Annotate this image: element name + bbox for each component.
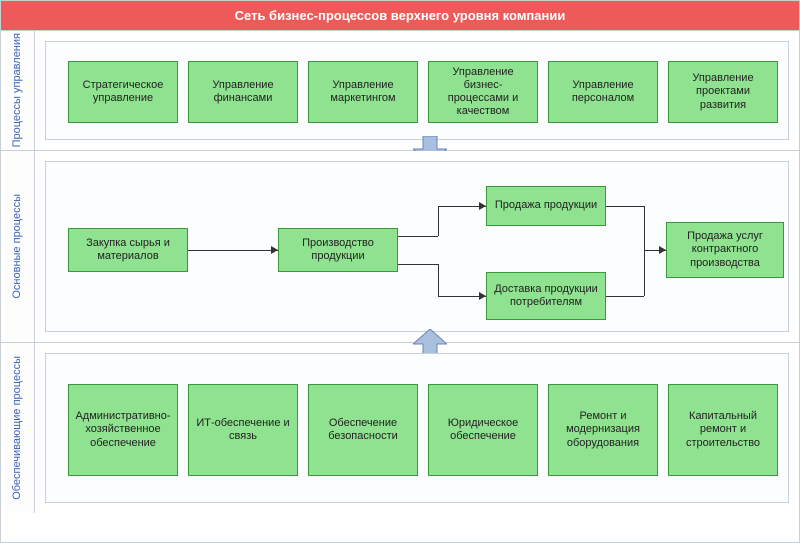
arrowhead-n5-icon (659, 246, 666, 254)
arrowhead-n3-icon (479, 202, 486, 210)
box-equip-repair: Ремонт и модернизация оборудования (548, 384, 658, 476)
box-bp-quality-mgmt: Управление бизнес-процессами и качеством (428, 61, 538, 123)
row-label-core: Основные процессы (1, 151, 35, 343)
panel-management: Стратегическое управление Управление фин… (45, 41, 789, 140)
box-marketing-mgmt: Управление маркетингом (308, 61, 418, 123)
diagram-title: Сеть бизнес-процессов верхнего уровня ко… (1, 1, 799, 31)
panel-core: Закупка сырья и материалов Производство … (45, 161, 789, 332)
box-sales: Продажа продукции (486, 186, 606, 226)
box-legal: Юридическое обеспечение (428, 384, 538, 476)
edge-n3-out (606, 206, 644, 207)
row-label-support: Обеспечивающие процессы (1, 343, 35, 513)
box-delivery: Доставка продукции потребителям (486, 272, 606, 320)
box-security: Обеспечение безопасности (308, 384, 418, 476)
edge-v-up (438, 206, 439, 236)
row-label-core-text: Основные процессы (11, 194, 24, 299)
edge-v-down (438, 264, 439, 296)
box-dev-projects-mgmt: Управление проектами развития (668, 61, 778, 123)
row-label-management: Процессы управления (1, 31, 35, 151)
arrowhead-n4-icon (479, 292, 486, 300)
box-admin-economic: Административно-хозяйственное обеспечени… (68, 384, 178, 476)
row-label-support-text: Обеспечивающие процессы (11, 356, 24, 500)
row-body-support: Административно-хозяйственное обеспечени… (35, 343, 799, 513)
edge-merge-down (644, 250, 645, 296)
edge-n1-n2 (188, 250, 278, 251)
row-body-core: Закупка сырья и материалов Производство … (35, 151, 799, 343)
diagram-title-text: Сеть бизнес-процессов верхнего уровня ко… (235, 8, 566, 23)
box-capital-construction: Капитальный ремонт и строительство (668, 384, 778, 476)
row-label-management-text: Процессы управления (11, 33, 24, 147)
edge-n2-split-bot (398, 264, 438, 265)
box-strategic-mgmt: Стратегическое управление (68, 61, 178, 123)
edge-n4-out (606, 296, 644, 297)
box-procurement: Закупка сырья и материалов (68, 228, 188, 272)
box-contract-sales: Продажа услуг контрактного производства (666, 222, 784, 278)
box-hr-mgmt: Управление персоналом (548, 61, 658, 123)
edge-merge-up (644, 206, 645, 250)
panel-support: Административно-хозяйственное обеспечени… (45, 353, 789, 503)
box-finance-mgmt: Управление финансами (188, 61, 298, 123)
edge-n2-split-top (398, 236, 438, 237)
process-network-diagram: Сеть бизнес-процессов верхнего уровня ко… (0, 0, 800, 543)
box-production: Производство продукции (278, 228, 398, 272)
box-it-comm: ИТ-обеспечение и связь (188, 384, 298, 476)
row-body-management: Стратегическое управление Управление фин… (35, 31, 799, 151)
arrowhead-n1-n2-icon (271, 246, 278, 254)
